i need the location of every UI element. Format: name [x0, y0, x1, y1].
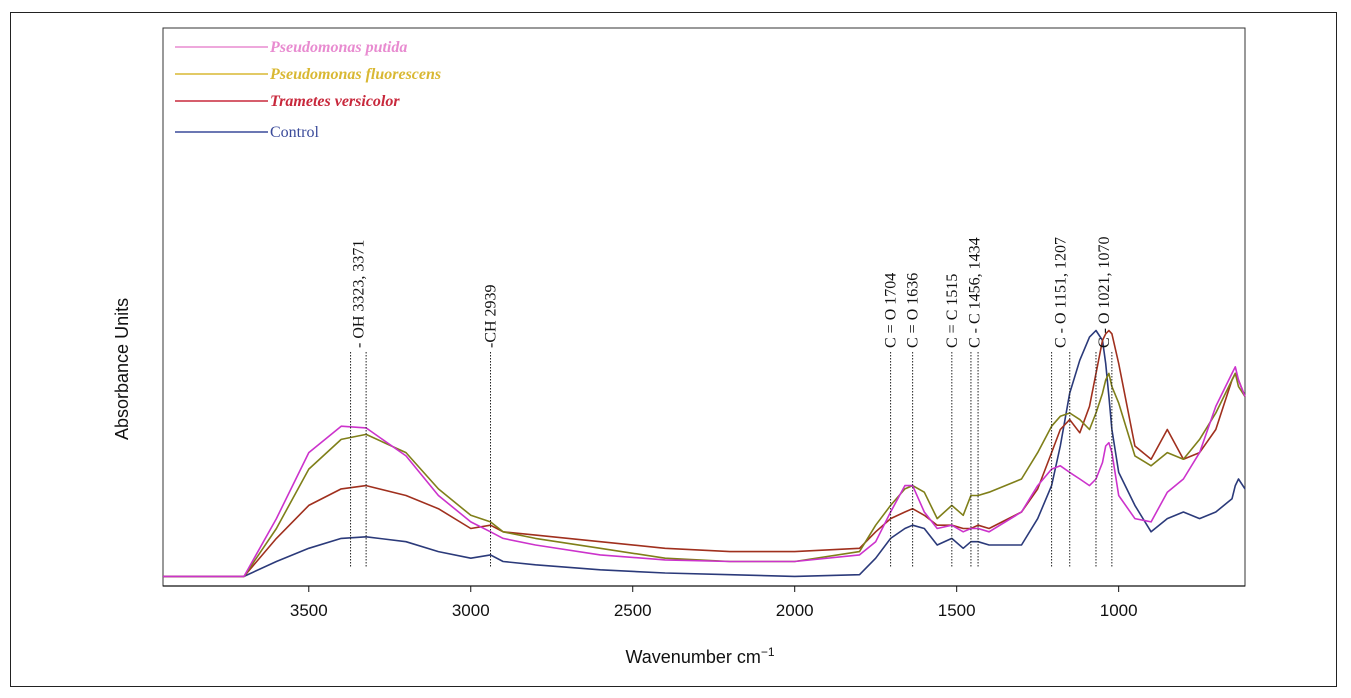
series-line [163, 372, 1246, 578]
series-line [163, 366, 1246, 578]
x-axis-label-superscript: −1 [761, 645, 775, 659]
series-layer [163, 329, 1246, 578]
annotation-layer: - OH 3323, 3371 -CH 2939 C = O 1704 C = O 1… [350, 236, 1113, 568]
x-tick-label: 3500 [290, 601, 328, 620]
plot-border [162, 27, 1246, 587]
legend-label: Control [270, 124, 319, 141]
plot-area [162, 27, 1246, 587]
x-tick-label: 3000 [452, 601, 490, 620]
legend-label: Trametes versicolor [270, 93, 400, 110]
annotation-label: C - O 1151, 1207 [1053, 237, 1070, 348]
annotation-label: C = C 1515 [944, 274, 961, 348]
x-tick-label: 1500 [938, 601, 976, 620]
x-tick-label: 2000 [776, 601, 814, 620]
annotation-label: C - O 1021, 1070 [1096, 236, 1113, 348]
x-axis-label-text: Wavenumber cm [625, 647, 760, 667]
legend: Pseudomonas putida Pseudomonas fluorescen… [175, 39, 441, 141]
figure-frame [10, 12, 1337, 687]
annotation-label: C = O 1636 [905, 273, 922, 348]
x-tick-label: 1000 [1100, 601, 1138, 620]
x-axis-label: Wavenumber cm−1 [625, 645, 774, 667]
legend-label: Pseudomonas putida [269, 39, 407, 56]
annotation-label: -CH 2939 [483, 284, 500, 348]
x-tick-label: 2500 [614, 601, 652, 620]
annotation-label: - OH 3323, 3371 [350, 240, 367, 348]
annotation-label: C - C 1456, 1434 [967, 237, 984, 348]
x-axis: 3500 3000 2500 2000 1500 1000 [163, 585, 1245, 620]
legend-label: Pseudomonas fluorescens [269, 66, 441, 83]
annotation-label: C = O 1704 [883, 273, 900, 348]
